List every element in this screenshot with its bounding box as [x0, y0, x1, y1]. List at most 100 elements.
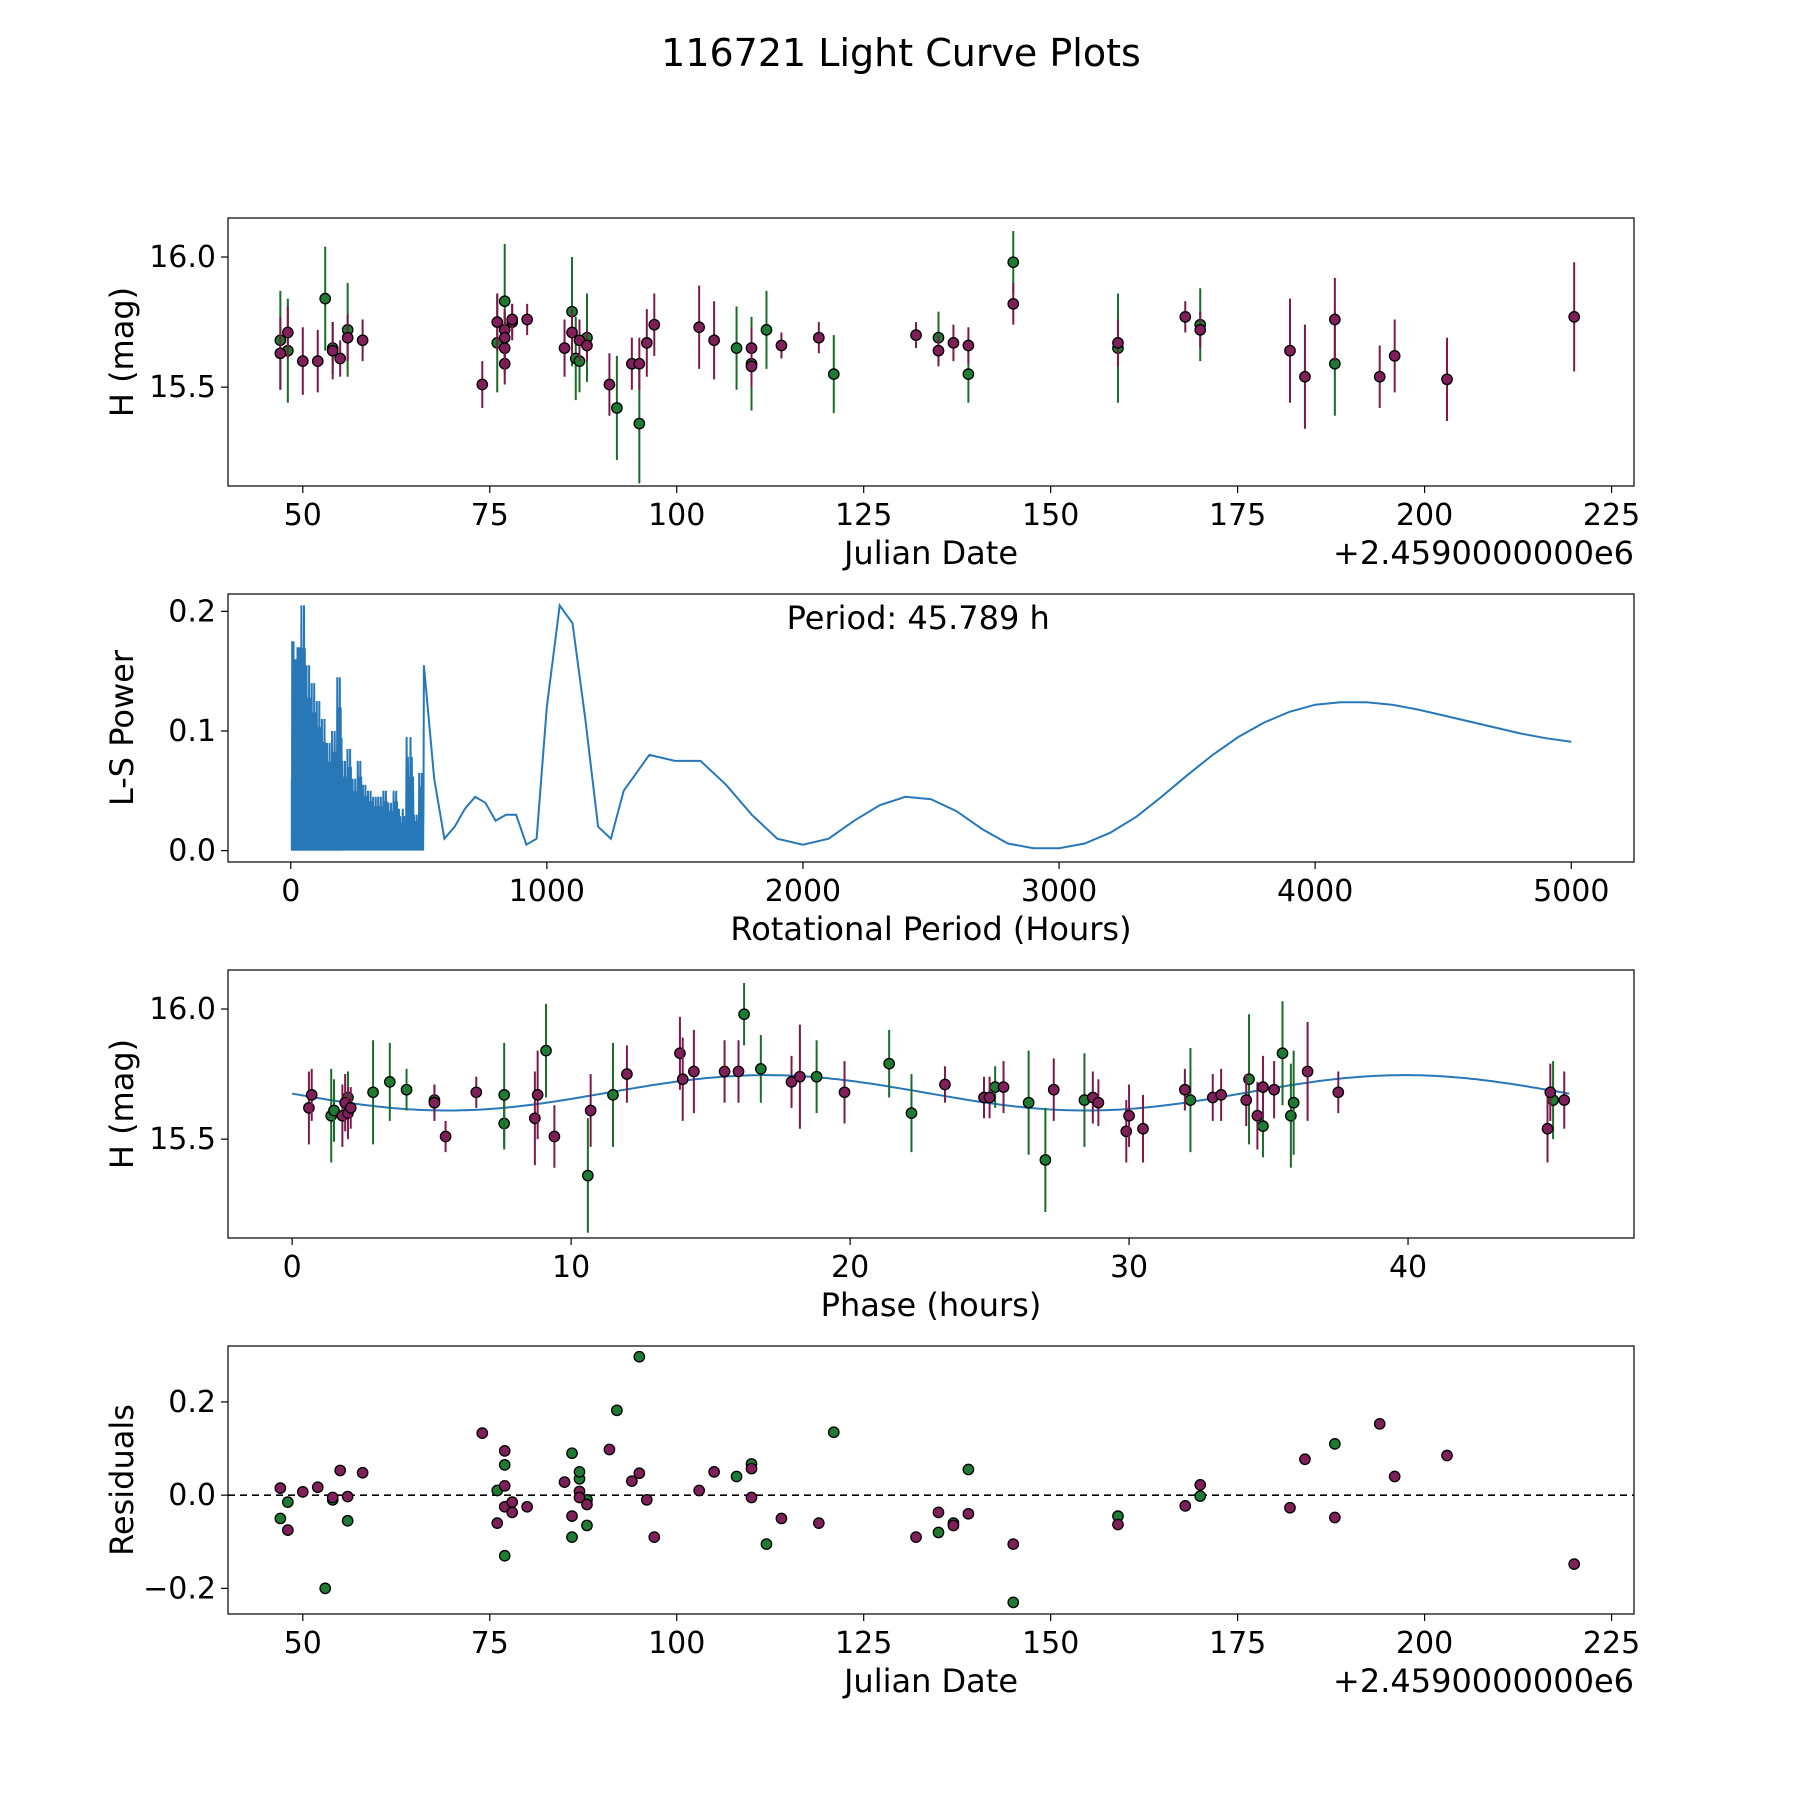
- lightcurve-magenta-point: [491, 316, 504, 328]
- residuals-ylabel: Residuals: [103, 1404, 141, 1556]
- residuals-magenta-point: [745, 1462, 758, 1475]
- residuals-xtick-label: 150: [1022, 1626, 1079, 1661]
- lightcurve-magenta-point: [693, 321, 706, 334]
- phased-magenta-point: [1137, 1122, 1149, 1135]
- lightcurve-green-point: [633, 417, 646, 430]
- periodogram-xtick-label: 4000: [1277, 874, 1353, 909]
- lightcurve-green-point: [827, 368, 840, 380]
- phased-green-point: [498, 1089, 511, 1101]
- lightcurve-magenta-point: [311, 355, 324, 367]
- lightcurve-xtick-label: 50: [284, 498, 322, 533]
- phased-xlabel: Phase (hours): [821, 1286, 1042, 1324]
- phased-magenta-point: [344, 1102, 357, 1114]
- lightcurve-magenta-point: [341, 331, 354, 344]
- lightcurve-green-point: [962, 368, 975, 380]
- residuals-magenta-point: [962, 1507, 975, 1520]
- residuals-magenta-point: [812, 1517, 825, 1529]
- residuals-xtick-label: 225: [1583, 1626, 1640, 1661]
- phased-magenta-point: [997, 1081, 1010, 1093]
- lightcurve-green-point: [760, 324, 773, 336]
- phased-magenta-point: [1047, 1083, 1060, 1096]
- residuals-magenta-point: [1299, 1453, 1311, 1466]
- residuals-magenta-point: [491, 1517, 504, 1529]
- model-fit-curve: [292, 1074, 1570, 1112]
- lightcurve-green-point: [1007, 256, 1020, 269]
- lightcurve-magenta-point: [296, 355, 309, 367]
- panel-periodogram: 0 1000 2000 3000 4000 5000 0.0 0.1 0.2 Rotational…: [103, 593, 1635, 948]
- residuals-green-point: [962, 1463, 975, 1476]
- phased-green-point: [1276, 1047, 1289, 1060]
- residuals-magenta-point: [932, 1506, 945, 1519]
- periodogram-plot-area: [290, 602, 1572, 851]
- periodogram-ytick-label: 0.0: [168, 834, 216, 869]
- lightcurve-magenta-point: [1194, 324, 1207, 336]
- residuals-magenta-point: [626, 1475, 638, 1488]
- residuals-plot-area: [228, 1350, 1634, 1609]
- lightcurve-magenta-point: [1299, 370, 1311, 383]
- residuals-magenta-point: [1388, 1470, 1401, 1483]
- periodogram-xtick-label: 1000: [509, 874, 585, 909]
- residuals-magenta-point: [281, 1524, 294, 1536]
- lightcurve-magenta-point: [1329, 313, 1341, 326]
- phased-magenta-point: [1558, 1094, 1571, 1106]
- lightcurve-magenta-point: [708, 334, 720, 347]
- residuals-magenta-point: [1007, 1538, 1020, 1550]
- residuals-magenta-point: [334, 1464, 347, 1477]
- lightcurve-magenta-point: [640, 337, 653, 349]
- lightcurve-magenta-point: [558, 342, 571, 354]
- residuals-xlabel: Julian Date: [842, 1662, 1018, 1700]
- lightcurve-magenta-point: [932, 344, 945, 357]
- lightcurve-magenta-point: [566, 326, 578, 339]
- residuals-magenta-point: [947, 1519, 960, 1532]
- lightcurve-xtick-label: 225: [1583, 498, 1640, 533]
- lightcurve-green-point: [319, 292, 332, 305]
- residuals-green-point: [566, 1531, 578, 1543]
- periodogram-xtick-label: 3000: [1021, 874, 1097, 909]
- lightcurve-magenta-point: [581, 339, 593, 352]
- phased-magenta-point: [794, 1070, 806, 1083]
- lightcurve-magenta-point: [812, 331, 825, 344]
- phased-xtick-label: 40: [1389, 1250, 1427, 1285]
- lightcurve-magenta-point: [1568, 311, 1581, 323]
- residuals-magenta-point: [1329, 1511, 1341, 1524]
- residuals-magenta-point: [476, 1427, 489, 1440]
- lightcurve-magenta-point: [745, 360, 758, 373]
- lightcurve-magenta-point: [603, 378, 616, 391]
- phased-magenta-point: [1179, 1083, 1191, 1096]
- phased-green-point: [905, 1107, 918, 1119]
- lightcurve-magenta-point: [498, 331, 511, 344]
- lightcurve-plot-area: [274, 231, 1581, 484]
- phased-plot-area: [292, 983, 1571, 1233]
- residuals-xtick-label: 100: [648, 1626, 705, 1661]
- phased-magenta-point: [1240, 1094, 1253, 1106]
- phased-magenta-point: [1123, 1109, 1135, 1122]
- residuals-magenta-point: [581, 1498, 593, 1511]
- lightcurve-ylabel: H (mag): [103, 287, 141, 417]
- phased-magenta-point: [531, 1089, 544, 1101]
- residuals-green-point: [1007, 1596, 1020, 1609]
- residuals-green-point: [932, 1526, 945, 1539]
- lightcurve-magenta-point: [506, 313, 519, 326]
- figure-title: 116721 Light Curve Plots: [661, 31, 1141, 75]
- phased-green-point: [1287, 1096, 1300, 1109]
- residuals-axes-frame: [227, 1345, 1635, 1615]
- residuals-magenta-point: [603, 1443, 616, 1456]
- lightcurve-magenta-point: [1388, 350, 1401, 362]
- phased-ylabel: H (mag): [103, 1039, 141, 1169]
- periodogram-xtick-label: 2000: [765, 874, 841, 909]
- residuals-magenta-point: [521, 1500, 533, 1513]
- phased-green-point: [400, 1083, 413, 1096]
- lightcurve-xtick-label: 150: [1022, 498, 1079, 533]
- phased-magenta-point: [470, 1086, 483, 1099]
- period-annotation: Period: 45.789 h: [787, 599, 1050, 637]
- lightcurve-magenta-point: [1179, 311, 1192, 323]
- phased-green-point: [883, 1057, 896, 1070]
- residuals-green-point: [633, 1350, 646, 1363]
- residuals-green-point: [281, 1496, 294, 1508]
- residuals-green-point: [1194, 1490, 1207, 1502]
- residuals-xtick-label: 125: [835, 1626, 892, 1661]
- residuals-magenta-point: [274, 1482, 287, 1495]
- residuals-magenta-point: [498, 1479, 511, 1492]
- phased-magenta-point: [305, 1089, 318, 1101]
- residuals-magenta-point: [296, 1486, 309, 1498]
